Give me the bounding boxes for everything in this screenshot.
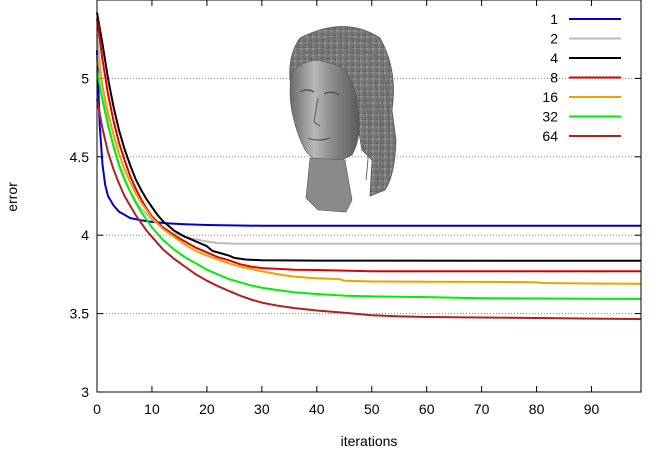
legend-label-32: 32 [542, 109, 558, 125]
x-axis-label: iterations [341, 433, 398, 449]
x-tick-label: 80 [529, 401, 545, 417]
x-tick-label: 70 [474, 401, 490, 417]
x-tick-label: 90 [584, 401, 600, 417]
legend-label-2: 2 [550, 31, 558, 47]
series-line-64 [96, 98, 642, 321]
legend-label-16: 16 [542, 89, 558, 105]
series-line-32 [96, 70, 642, 300]
legend-label-64: 64 [542, 128, 558, 144]
x-tick-label: 0 [93, 401, 101, 417]
legend-label-8: 8 [550, 70, 558, 86]
y-tick-label: 4.5 [70, 149, 90, 165]
legend-label-1: 1 [550, 11, 558, 27]
y-tick-label: 5 [81, 70, 89, 86]
plot-frame [96, 0, 642, 393]
legend-label-4: 4 [550, 50, 558, 66]
y-tick-label: 4 [81, 227, 89, 243]
series-lines [96, 12, 642, 321]
series-line-8 [96, 18, 641, 273]
y-tick-label: 3 [81, 384, 89, 400]
y-axis-label: error [4, 182, 20, 212]
series-line-16 [96, 54, 642, 285]
legend: 1 2 4 8 16 32 64 [542, 11, 621, 144]
x-tick-label: 60 [419, 401, 435, 417]
x-tick-label: 20 [199, 401, 215, 417]
x-tick-label: 30 [254, 401, 270, 417]
axis-ticks: 33.544.550 10 20 30 40 50 60 70 80 90 [70, 0, 641, 417]
x-tick-label: 50 [364, 401, 380, 417]
y-tick-label: 3.5 [70, 306, 90, 322]
gridlines [97, 77, 641, 315]
series-line-1 [96, 50, 641, 227]
x-tick-label: 10 [144, 401, 160, 417]
sculpture-head-image [289, 26, 397, 213]
series-line-4 [96, 12, 642, 262]
x-tick-label: 40 [309, 401, 325, 417]
